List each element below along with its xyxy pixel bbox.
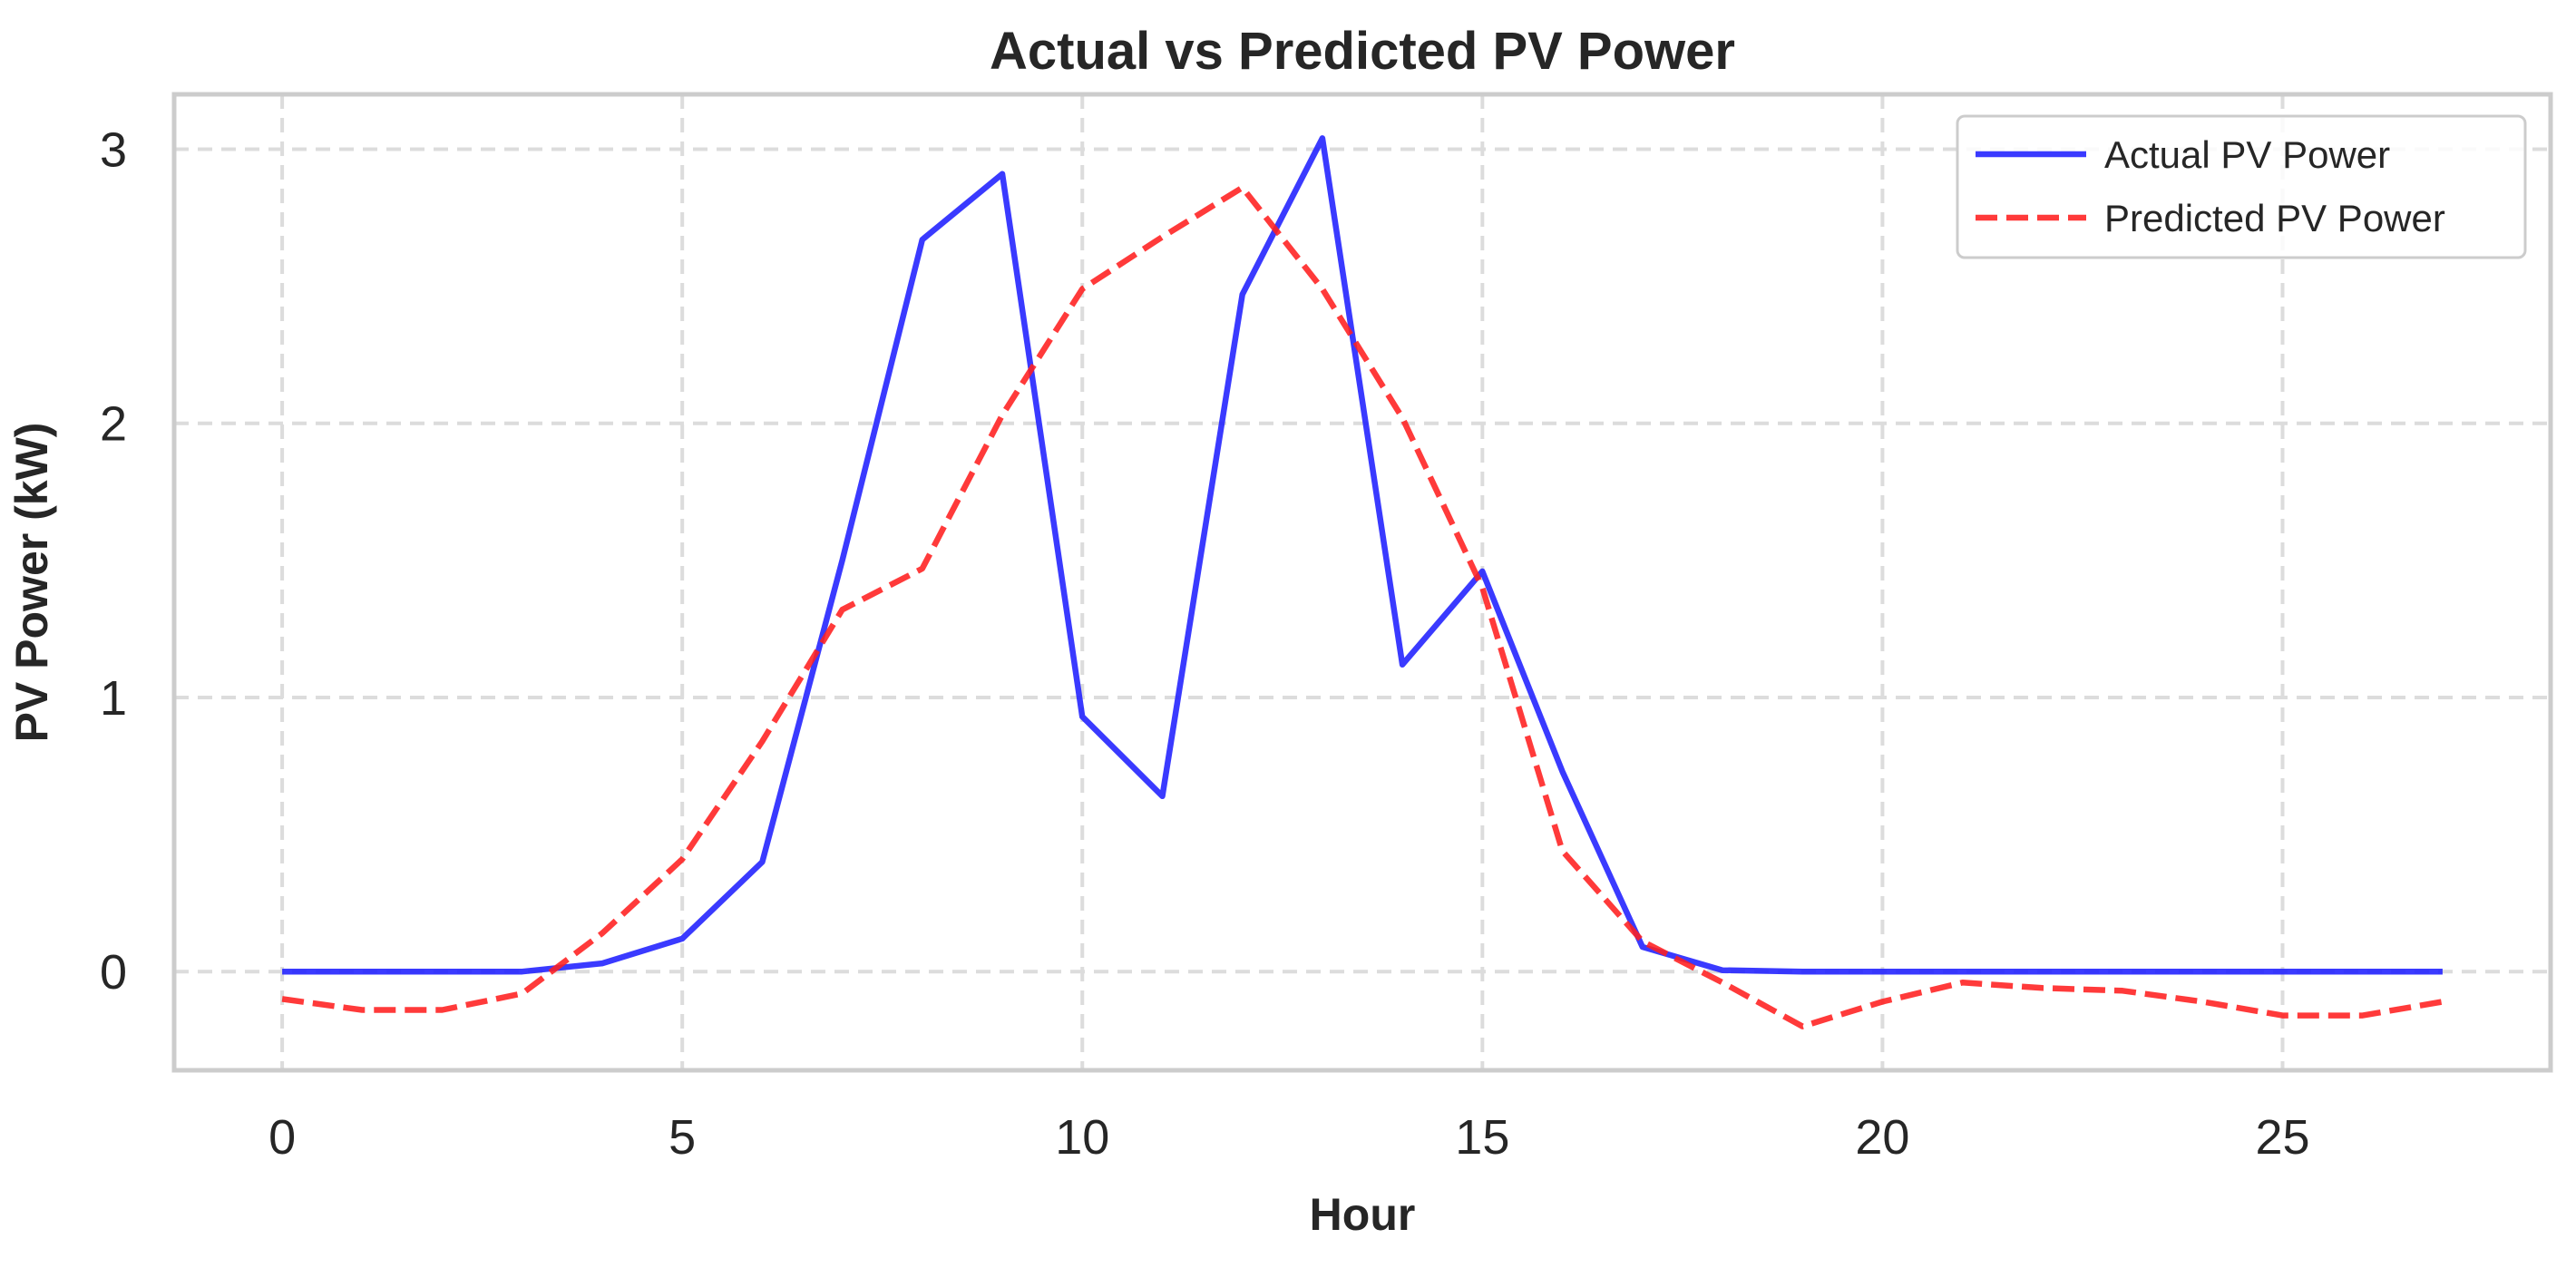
y-tick-label: 1 [100, 671, 127, 726]
x-tick-label: 5 [668, 1110, 696, 1165]
y-tick-label: 2 [100, 397, 127, 452]
grid-layer [174, 94, 2551, 1070]
x-tick-label: 15 [1455, 1110, 1509, 1165]
legend-label-predicted: Predicted PV Power [2104, 197, 2445, 239]
series-layer [281, 135, 2444, 1029]
x-tick-label: 20 [1855, 1110, 1909, 1165]
legend-label-actual: Actual PV Power [2104, 133, 2390, 176]
x-tick-label: 10 [1055, 1110, 1109, 1165]
tick-labels: 0 5 10 15 20 25 0 1 2 3 [100, 122, 2310, 1165]
x-axis-label: Hour [1310, 1189, 1416, 1240]
legend: Actual PV Power Predicted PV Power [1956, 114, 2527, 259]
x-tick-label: 0 [268, 1110, 296, 1165]
chart-title: Actual vs Predicted PV Power [990, 22, 1735, 81]
y-tick-label: 0 [100, 945, 127, 1000]
actual-pv-power-line [282, 135, 2443, 975]
plot-area-frame [171, 92, 2553, 1073]
y-axis-label: PV Power (kW) [6, 423, 57, 743]
legend-box [1956, 114, 2527, 259]
x-tick-label: 25 [2255, 1110, 2309, 1165]
y-tick-label: 3 [100, 122, 127, 177]
predicted-pv-power-line [281, 184, 2444, 1029]
